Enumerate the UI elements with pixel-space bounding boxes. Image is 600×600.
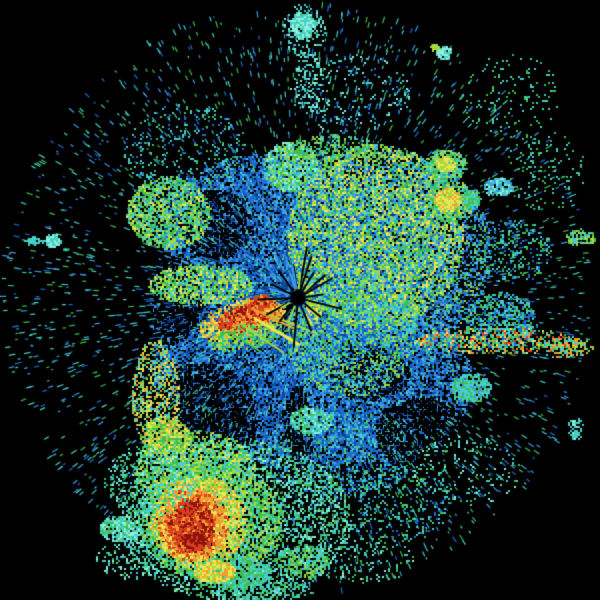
radar-screen xyxy=(0,0,600,600)
radar-canvas xyxy=(0,0,600,600)
